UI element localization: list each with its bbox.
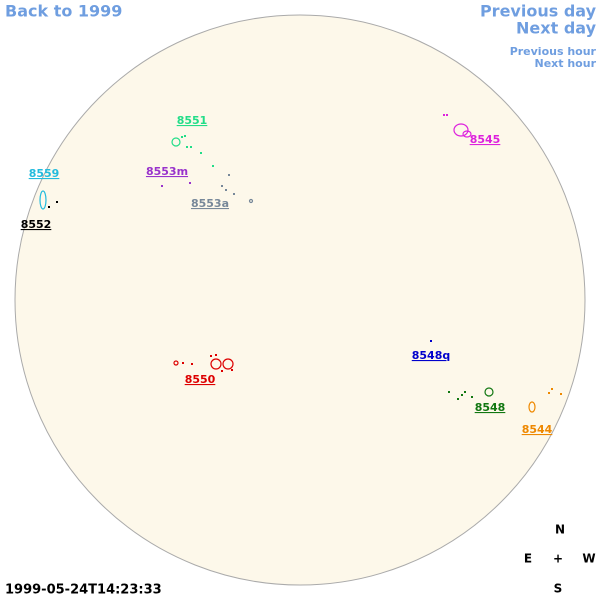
sunspot: [210, 355, 212, 357]
sunspot: [231, 369, 233, 371]
sunspot: [560, 393, 562, 395]
previous-hour-link[interactable]: Previous hour: [510, 45, 597, 58]
sunspot: [457, 398, 459, 400]
sunspot: [484, 387, 494, 397]
sunspot: [228, 174, 230, 176]
region-label[interactable]: 8553m: [146, 165, 188, 178]
sunspot: [186, 146, 188, 148]
sunspot: [528, 401, 536, 413]
sunspot: [190, 146, 192, 148]
sunspot: [189, 182, 191, 184]
region-label[interactable]: 8559: [29, 167, 60, 180]
sunspot: [181, 136, 183, 138]
solar-disk: [14, 14, 586, 586]
sunspot: [39, 190, 47, 210]
sunspot: [48, 206, 50, 208]
region-label[interactable]: 8545: [470, 133, 501, 146]
region-label[interactable]: 8553a: [191, 197, 229, 210]
sunspot: [173, 360, 179, 366]
region-label[interactable]: 8548: [475, 401, 506, 414]
sunspot: [191, 363, 193, 365]
sunspot: [225, 189, 227, 191]
sunspot: [221, 185, 223, 187]
sunspot: [215, 354, 217, 356]
sunspot: [56, 201, 58, 203]
compass-west: W: [582, 552, 595, 566]
sunspot: [464, 391, 466, 393]
next-hour-link[interactable]: Next hour: [535, 57, 597, 70]
sunspot: [248, 198, 254, 204]
sunspot: [221, 370, 223, 372]
sunspot: [161, 185, 163, 187]
sunspot: [210, 358, 222, 370]
previous-day-link[interactable]: Previous day: [480, 2, 597, 21]
sunspot: [200, 152, 202, 154]
region-label[interactable]: 8551: [177, 114, 208, 127]
sunspot: [184, 135, 186, 137]
sunspot: [551, 388, 553, 390]
sunspot: [212, 165, 214, 167]
compass-north: N: [555, 523, 565, 537]
compass-east: E: [524, 552, 532, 566]
sunspot: [446, 114, 448, 116]
sunspot: [448, 391, 450, 393]
sunspot: [430, 340, 432, 342]
timestamp: 1999-05-24T14:23:33: [5, 583, 162, 598]
sunspot: [471, 396, 473, 398]
sunspot: [461, 394, 463, 396]
sunspot: [222, 358, 234, 370]
region-label[interactable]: 8552: [21, 218, 52, 231]
sunspot: [462, 130, 472, 138]
region-label[interactable]: 8548q: [412, 349, 451, 362]
next-day-link[interactable]: Next day: [516, 19, 597, 38]
sunspot: [443, 114, 445, 116]
region-label[interactable]: 8544: [522, 423, 553, 436]
compass-south: S: [554, 582, 563, 596]
sunspot: [233, 193, 235, 195]
region-label[interactable]: 8550: [185, 373, 216, 386]
compass-center: +: [553, 552, 563, 566]
sunspot: [182, 362, 184, 364]
sunspot: [548, 392, 550, 394]
back-link[interactable]: Back to 1999: [5, 2, 122, 21]
sunspot: [453, 123, 469, 137]
sunspot: [171, 137, 181, 147]
